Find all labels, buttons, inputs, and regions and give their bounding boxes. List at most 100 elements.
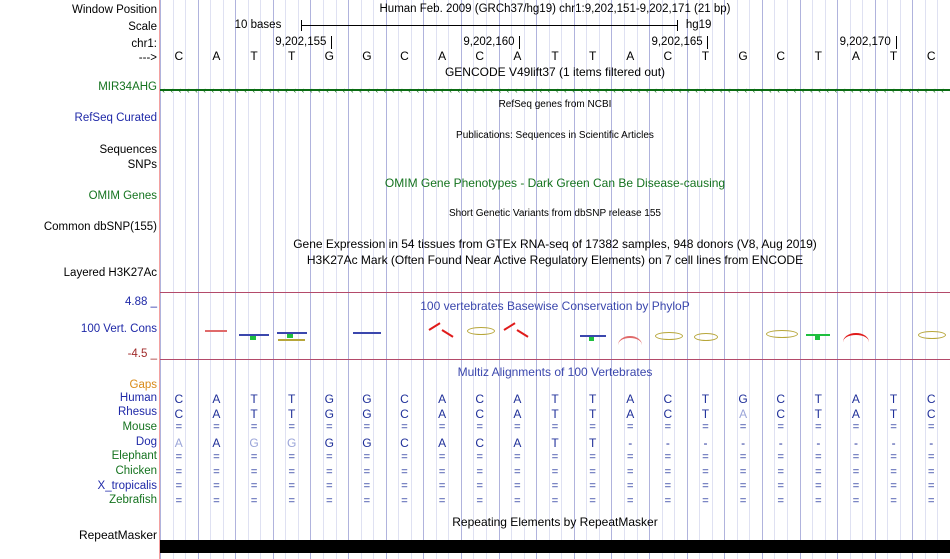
multiz-row[interactable]: = = = = = = = = = = = = = = = = = = = = =	[160, 495, 950, 510]
gene-strand-arrow-icon: ‹	[383, 85, 387, 95]
scale-label: 10 bases	[234, 19, 282, 31]
multiz-base: =	[777, 494, 784, 507]
gene-strand-arrow-icon: ‹	[572, 85, 575, 95]
multiz-row[interactable]: = = = = = = = = = = = = = = = = = = = = =	[160, 421, 950, 436]
gene-strand-arrow-icon: ‹	[473, 85, 477, 95]
label-cons-max: 4.88 _	[125, 296, 157, 308]
coordinate-tick	[707, 36, 709, 49]
gene-strand-arrow-icon: ‹	[399, 85, 403, 95]
gene-strand-arrow-icon: ‹	[768, 85, 772, 95]
multiz-base: =	[175, 450, 183, 463]
reference-base: T	[588, 49, 597, 63]
gene-strand-arrow-icon: ‹	[645, 85, 649, 95]
multiz-base: =	[627, 421, 634, 434]
multiz-base: =	[250, 450, 258, 463]
multiz-base: =	[326, 421, 333, 434]
multiz-base: =	[589, 421, 596, 434]
gene-strand-arrow-icon: ‹	[367, 85, 370, 95]
label-cons-name[interactable]: 100 Vert. Cons	[80, 323, 157, 335]
multiz-base: T	[250, 406, 258, 421]
db-label: hg19	[685, 19, 712, 31]
gene-strand-arrow-icon: ‹	[432, 85, 436, 95]
multiz-base: =	[213, 465, 220, 478]
multiz-base: A	[739, 406, 748, 421]
label-sequences[interactable]: Sequences	[99, 144, 157, 156]
species-label-dog[interactable]: Dog	[135, 435, 157, 448]
multiz-row[interactable]: = = = = = = = = = = = = = = = = = = = = =	[160, 480, 950, 495]
label-refseq-curated[interactable]: RefSeq Curated	[74, 112, 157, 124]
scale-bar-right-cap	[676, 20, 678, 31]
gene-strand-arrow-icon: ‹	[235, 85, 239, 95]
species-label-elephant[interactable]: Elephant	[111, 450, 157, 463]
multiz-base: A	[174, 436, 183, 451]
multiz-base: -	[628, 436, 633, 451]
gene-strand-arrow-icon: ‹	[908, 85, 912, 95]
track-title-repeatmasker: Repeating Elements by RepeatMasker	[452, 515, 658, 529]
multiz-base: =	[476, 421, 483, 434]
species-label-rhesus[interactable]: Rhesus	[118, 406, 157, 419]
label-chrom[interactable]: chr1:	[131, 38, 157, 50]
multiz-base: =	[589, 480, 596, 493]
gene-strand-arrow-icon: ‹	[580, 85, 584, 95]
gene-strand-arrow-icon: ‹	[424, 85, 428, 95]
track-title-refseq: RefSeq genes from NCBI	[498, 99, 612, 110]
label-snps[interactable]: SNPs	[127, 159, 157, 171]
gene-strand-arrow-icon: ‹	[900, 85, 903, 95]
multiz-base: =	[476, 480, 483, 493]
multiz-base: A	[513, 392, 522, 406]
species-label-zebrafish[interactable]: Zebrafish	[109, 494, 157, 507]
species-label-human[interactable]: Human	[119, 391, 157, 404]
label-omim-genes[interactable]: OMIM Genes	[88, 190, 157, 202]
multiz-base: =	[363, 450, 371, 463]
species-label-mouse[interactable]: Mouse	[122, 420, 157, 433]
label-common-dbsnp[interactable]: Common dbSNP(155)	[43, 221, 157, 233]
reference-base: G	[324, 49, 334, 63]
label-gaps[interactable]: Gaps	[129, 379, 158, 391]
species-label-chicken[interactable]: Chicken	[115, 465, 157, 477]
multiz-base: =	[175, 480, 183, 493]
reference-base: G	[738, 49, 748, 63]
label-mir34ahg[interactable]: MIR34AHG	[98, 81, 157, 93]
gene-strand-arrow-icon: ‹	[695, 85, 698, 95]
multiz-row[interactable]: = = = = = = = = = = = = = = = = = = = = =	[160, 466, 950, 481]
multiz-base: =	[702, 480, 709, 493]
multiz-base: =	[326, 494, 333, 507]
gene-strand-arrow-icon: ‹	[260, 85, 264, 95]
conservation-bar	[806, 330, 831, 340]
multiz-base: =	[438, 494, 446, 507]
conservation-bar	[618, 329, 643, 339]
multiz-base: =	[514, 450, 521, 463]
reference-base: C	[475, 49, 485, 63]
multiz-base: G	[362, 436, 372, 451]
coordinate-label: 9,202,160	[463, 36, 515, 48]
multiz-base: =	[702, 494, 709, 507]
multiz-base: =	[627, 494, 634, 507]
track-panel[interactable]: Human Feb. 2009 (GRCh37/hg19) chr1:9,202…	[160, 0, 950, 559]
gene-strand-arrow-icon: ‹	[244, 85, 247, 95]
gene-strand-arrow-icon: ‹	[834, 85, 838, 95]
repeatmasker-feature-bar[interactable]	[160, 540, 950, 553]
label-repeatmasker[interactable]: RepeatMasker	[78, 528, 157, 542]
multiz-base: T	[551, 406, 559, 421]
species-label-x_tropicalis[interactable]: X_tropicalis	[97, 479, 157, 492]
gene-strand-arrow-icon: ‹	[186, 85, 190, 95]
conservation-phylop-track[interactable]	[160, 292, 950, 360]
label-window-position[interactable]: Window Position	[71, 4, 157, 16]
multiz-base: =	[777, 480, 784, 493]
multiz-base: =	[777, 465, 784, 478]
multiz-row[interactable]: = = = = = = = = = = = = = = = = = = = = =	[160, 451, 950, 466]
multiz-base: -	[703, 436, 708, 451]
gene-mir34ahg-track[interactable]: ‹ ‹ ‹ ‹ ‹ ‹ ‹ ‹ ‹ ‹ ‹ ‹ ‹ ‹ ‹ ‹ ‹ ‹ ‹ ‹ ‹ ‹ ‹ ‹ ‹ ‹ ‹ ‹ ‹ ‹ ‹ ‹ ‹ ‹ ‹ ‹ ‹ ‹ ‹ ‹…	[160, 85, 950, 95]
label-scale[interactable]: Scale	[128, 21, 157, 33]
reference-base: T	[814, 49, 822, 63]
gene-strand-arrow-icon: ‹	[268, 85, 272, 95]
gene-strand-arrow-icon: ‹	[563, 85, 567, 95]
multiz-base: G	[362, 392, 372, 406]
scale-bar-line	[300, 25, 677, 26]
multiz-base: C	[663, 392, 673, 406]
label-layered-h3k27ac[interactable]: Layered H3K27Ac	[63, 267, 157, 279]
reference-base: A	[626, 49, 635, 63]
